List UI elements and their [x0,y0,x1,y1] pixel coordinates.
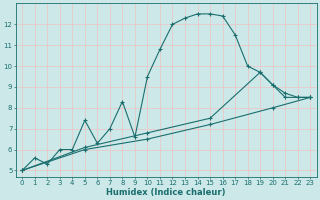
X-axis label: Humidex (Indice chaleur): Humidex (Indice chaleur) [107,188,226,197]
